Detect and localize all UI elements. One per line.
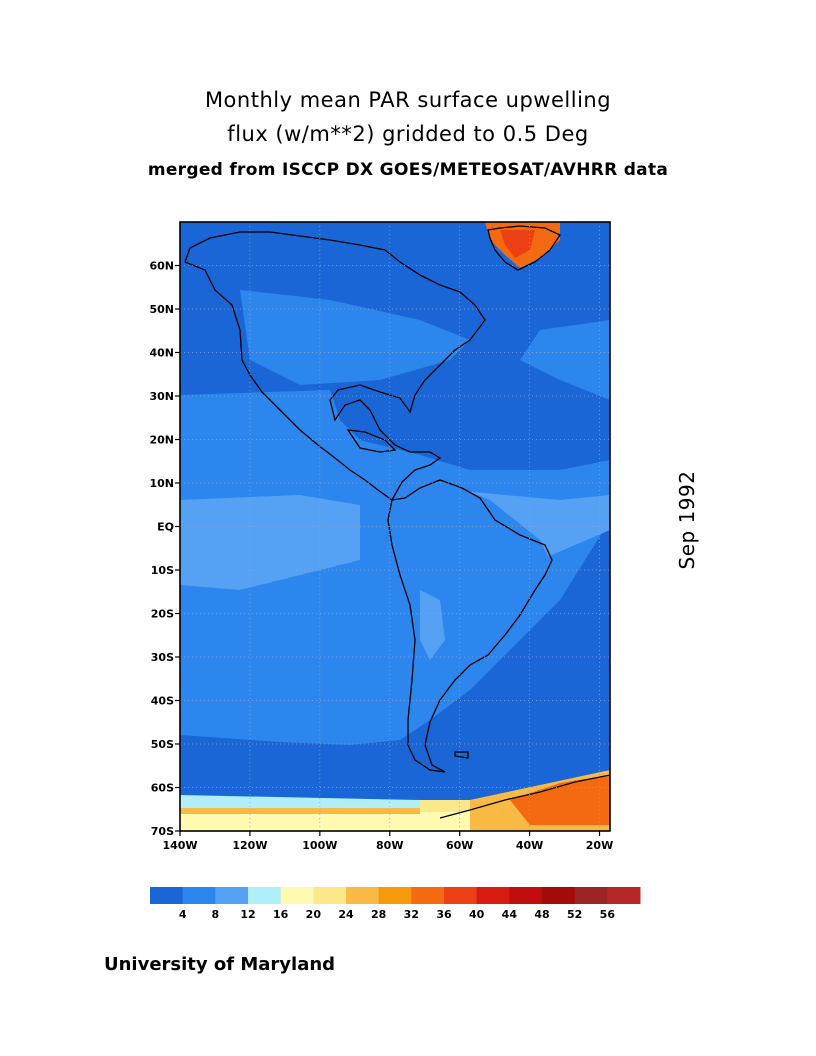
colorbar-swatch: [346, 887, 380, 904]
lat-tick-label: 40S: [151, 695, 174, 708]
coastline-north-america: [184, 231, 486, 501]
colorbar-label: 40: [469, 908, 485, 921]
colorbar-label: 16: [273, 908, 289, 921]
lon-tick-label: 60W: [446, 839, 473, 852]
north-america-land-field: [240, 290, 470, 385]
lat-tick-label: EQ: [157, 521, 174, 534]
graticule: [180, 222, 610, 831]
lat-tick-label: 70S: [151, 825, 174, 838]
lon-tick-label: 80W: [376, 839, 403, 852]
lat-tick-label: 10N: [149, 477, 174, 490]
south-america-land-field: [385, 480, 550, 720]
lat-tick-label: 40N: [149, 347, 174, 360]
colorbar-swatch: [280, 887, 314, 904]
andes-field: [420, 590, 445, 660]
latitude-axis: 60N 50N 40N 30N 20N 10N EQ 10S 20S 30S 40S 50S 60S 70…: [149, 260, 180, 838]
lat-tick-label: 20N: [149, 434, 174, 447]
coastline-east-south-america: [391, 479, 553, 773]
colorbar-swatch: [542, 887, 576, 904]
coastline-west-north-america: [184, 261, 393, 501]
equatorial-band-east: [180, 495, 360, 590]
lon-tick-label: 140W: [162, 839, 197, 852]
colorbar-label: 24: [338, 908, 354, 921]
lat-tick-label: 30S: [151, 651, 174, 664]
colorbar-label: 20: [306, 908, 322, 921]
colorbar-swatch: [150, 887, 184, 904]
coastlines: [184, 225, 610, 819]
map-field: [180, 222, 610, 831]
lon-tick-label: 120W: [232, 839, 267, 852]
credit-text: University of Maryland: [104, 954, 336, 975]
colorbar-label: 4: [179, 908, 187, 921]
lat-tick-label: 50N: [149, 303, 174, 316]
lat-tick-label: 30N: [149, 390, 174, 403]
colorbar-swatch: [182, 887, 216, 904]
lon-tick-label: 20W: [586, 839, 613, 852]
colorbar-label: 32: [404, 908, 419, 921]
colorbar-label: 48: [534, 908, 549, 921]
colorbar-swatch: [248, 887, 282, 904]
colorbar-swatch: [444, 887, 478, 904]
colorbar: 4 8 12 16 20 24 28 32 36 40 44 48 52 56: [150, 887, 641, 921]
colorbar-label: 52: [567, 908, 582, 921]
lat-tick-label: 60S: [151, 782, 174, 795]
coastline-cuba: [346, 429, 397, 453]
colorbar-label: 56: [600, 908, 616, 921]
north-atlantic-band: [520, 320, 610, 400]
title-line-3: merged from ISCCP DX GOES/METEOSAT/AVHRR…: [147, 160, 669, 180]
antarctic-band-16: [180, 795, 420, 808]
lat-tick-label: 60N: [149, 260, 174, 273]
colorbar-swatch: [476, 887, 510, 904]
lat-tick-label: 20S: [151, 608, 174, 621]
lon-tick-label: 40W: [516, 839, 543, 852]
colorbar-swatch: [509, 887, 543, 904]
colorbar-label: 28: [371, 908, 386, 921]
colorbar-swatch: [215, 887, 249, 904]
title-line-2: flux (w/m**2) gridded to 0.5 Deg: [227, 122, 589, 146]
coastline-antarctica: [439, 774, 610, 819]
coastline-west-south-america: [387, 499, 446, 773]
greenland-core: [500, 230, 535, 258]
longitude-axis: 140W 120W 100W 80W 60W 40W 20W: [162, 831, 613, 852]
colorbar-swatch: [313, 887, 347, 904]
colorbar-label: 12: [240, 908, 255, 921]
colorbar-swatch: [378, 887, 412, 904]
lon-tick-label: 100W: [302, 839, 337, 852]
lat-tick-label: 50S: [151, 738, 174, 751]
date-label-text: Sep 1992: [675, 470, 699, 570]
colorbar-label: 8: [212, 908, 220, 921]
title-line-1: Monthly mean PAR surface upwelling: [204, 88, 612, 112]
antarctic-band-28: [180, 808, 420, 814]
colorbar-swatch: [607, 887, 641, 904]
coastline-falklands: [454, 751, 469, 759]
lat-tick-label: 10S: [151, 564, 174, 577]
colorbar-swatch: [411, 887, 445, 904]
coastline-greenland: [487, 225, 561, 271]
date-label: Sep 1992: [672, 471, 702, 570]
colorbar-label: 36: [436, 908, 452, 921]
colorbar-swatch: [574, 887, 608, 904]
colorbar-label: 44: [502, 908, 518, 921]
